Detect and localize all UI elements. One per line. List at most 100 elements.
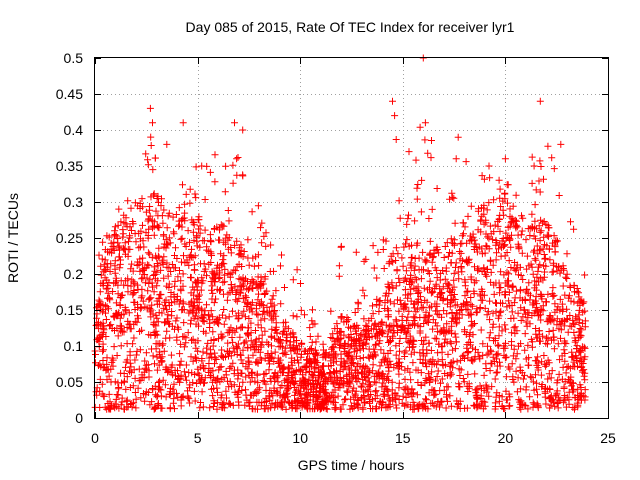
data-point	[191, 371, 199, 378]
data-point	[536, 157, 544, 165]
data-point	[259, 308, 267, 315]
data-point	[210, 336, 218, 343]
data-point	[227, 352, 235, 360]
data-point	[461, 223, 469, 231]
data-point	[414, 305, 422, 313]
data-point	[534, 312, 542, 320]
data-point	[457, 249, 465, 257]
data-point	[248, 369, 256, 376]
data-point	[249, 351, 257, 359]
y-tick-label: 0.5	[64, 50, 84, 66]
data-point	[576, 348, 584, 356]
data-point	[508, 329, 516, 337]
data-point	[395, 370, 403, 378]
data-point	[210, 399, 218, 407]
data-point	[181, 200, 189, 208]
data-point	[295, 359, 303, 367]
data-point	[155, 300, 163, 308]
data-point	[109, 288, 117, 295]
data-point	[521, 306, 529, 314]
data-point	[122, 385, 130, 393]
data-point	[537, 216, 545, 224]
data-point	[502, 373, 510, 381]
data-point	[178, 258, 185, 266]
data-point	[384, 372, 392, 380]
data-point	[240, 307, 248, 315]
data-point	[205, 311, 213, 319]
data-point	[517, 286, 525, 294]
data-point	[528, 210, 536, 218]
data-point	[335, 272, 343, 280]
data-point	[450, 194, 458, 202]
data-point	[422, 333, 430, 341]
data-point	[158, 258, 166, 266]
data-point	[408, 241, 415, 249]
data-point	[568, 348, 576, 356]
data-point	[258, 239, 266, 247]
data-point	[271, 348, 279, 356]
data-point	[152, 207, 160, 215]
data-point	[176, 267, 183, 274]
data-point	[485, 162, 493, 170]
data-point	[190, 286, 198, 294]
data-point	[506, 222, 514, 230]
data-point	[226, 400, 234, 408]
data-point	[182, 190, 190, 198]
data-point	[158, 341, 166, 349]
y-tick-label: 0.4	[64, 122, 84, 138]
data-point	[125, 238, 132, 246]
data-point	[120, 281, 128, 289]
data-point	[354, 305, 362, 313]
data-point	[444, 383, 452, 391]
data-point	[482, 381, 490, 389]
data-point	[239, 253, 247, 261]
data-point	[484, 265, 491, 273]
data-point	[123, 397, 131, 405]
data-point	[343, 317, 351, 325]
data-point	[117, 292, 125, 300]
data-point	[241, 313, 249, 321]
data-point	[359, 405, 367, 413]
data-point	[316, 405, 324, 413]
data-point	[320, 346, 327, 354]
data-point	[316, 368, 324, 376]
data-point	[233, 344, 241, 352]
data-point	[91, 403, 99, 411]
data-point	[496, 358, 503, 366]
data-point	[517, 317, 525, 324]
data-point	[122, 277, 130, 285]
data-point	[407, 254, 415, 262]
data-point	[264, 350, 272, 357]
data-point	[438, 289, 446, 297]
data-point	[406, 322, 414, 330]
data-point	[545, 370, 553, 378]
data-point	[222, 162, 230, 170]
data-point	[195, 213, 203, 221]
data-point	[248, 208, 256, 216]
data-point	[238, 369, 246, 377]
data-point	[218, 403, 226, 411]
data-point	[392, 401, 400, 409]
data-point	[217, 221, 225, 229]
data-point	[495, 332, 503, 340]
data-point	[433, 373, 441, 380]
data-point	[173, 292, 181, 300]
data-point	[462, 258, 470, 265]
data-point	[160, 274, 168, 282]
data-point	[581, 271, 589, 279]
data-point	[144, 217, 152, 225]
data-point	[150, 231, 158, 239]
data-point	[268, 295, 276, 303]
data-point	[560, 346, 568, 354]
data-point	[555, 192, 563, 199]
data-point	[229, 327, 237, 335]
data-point	[186, 199, 194, 207]
data-point	[417, 382, 425, 389]
data-point	[244, 278, 251, 285]
data-point	[155, 402, 162, 410]
data-point	[340, 359, 348, 367]
data-point	[146, 294, 154, 302]
data-point	[182, 361, 190, 369]
data-point	[199, 362, 207, 370]
data-point	[514, 374, 522, 382]
